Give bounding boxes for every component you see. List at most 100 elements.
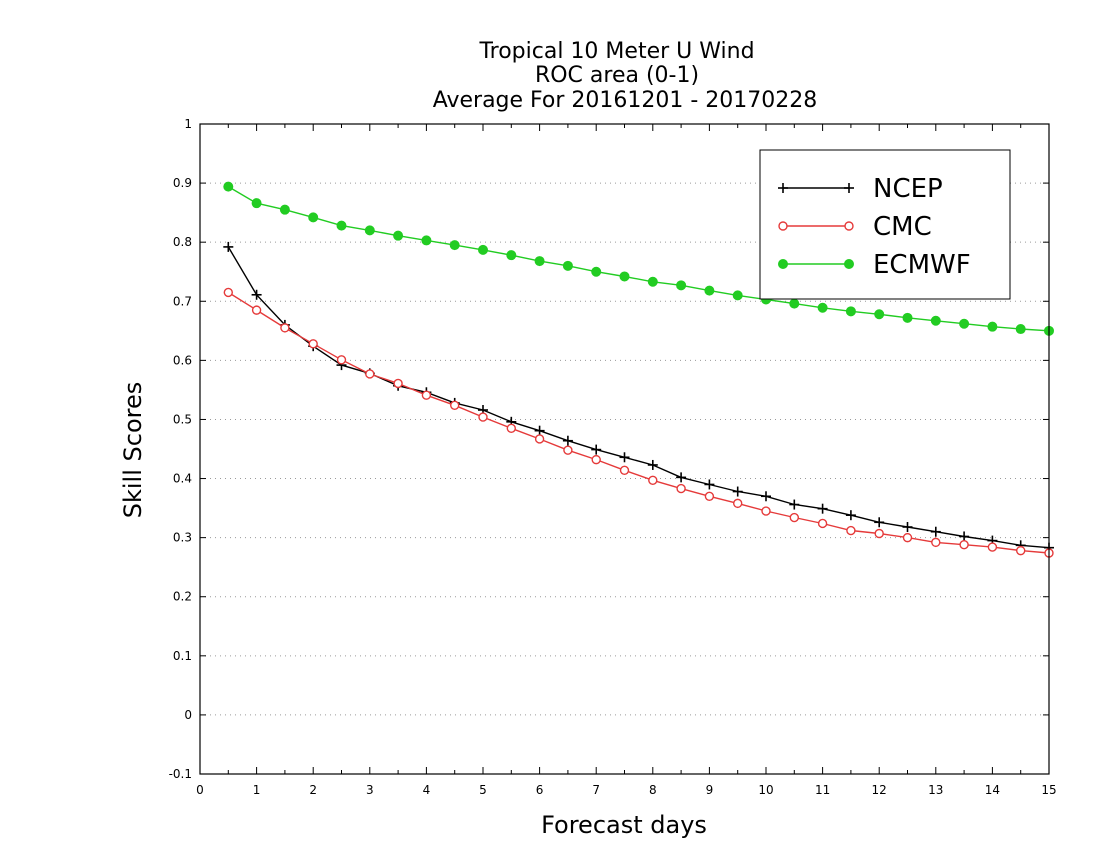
data-point-ncep xyxy=(223,241,234,252)
y-tick-label: -0.1 xyxy=(169,767,192,781)
data-point-ncep xyxy=(902,522,913,532)
axes: -0.100.10.20.30.40.50.60.70.80.910 1 2 3 4 5 6… xyxy=(169,117,1057,797)
data-point-ncep xyxy=(704,479,715,490)
data-point-cmc xyxy=(563,445,573,455)
data-point-cmc xyxy=(676,483,686,494)
data-point-ecmwf xyxy=(845,306,856,317)
data-point-ncep xyxy=(874,517,885,528)
data-point-ecmwf xyxy=(987,321,998,332)
data-point-ncep xyxy=(591,444,602,455)
data-point-ncep xyxy=(817,503,828,514)
legend-label-cmc: CMC xyxy=(873,212,932,242)
data-point-ncep xyxy=(789,499,800,510)
y-tick-label: 0.3 xyxy=(173,531,192,545)
data-point-ecmwf xyxy=(279,204,290,215)
data-point-ecmwf xyxy=(478,244,488,255)
y-tick-label: 0 xyxy=(184,708,192,722)
data-point-ecmwf xyxy=(251,198,262,209)
y-tick-label: 1 xyxy=(184,117,192,131)
data-point-cmc xyxy=(534,434,545,444)
data-point-ecmwf xyxy=(817,302,828,313)
data-point-ecmwf xyxy=(591,266,602,277)
legend-marker-ecmwf xyxy=(778,259,788,269)
data-point-ncep xyxy=(845,510,856,521)
data-point-ecmwf xyxy=(902,312,913,323)
data-point-ncep xyxy=(534,425,545,436)
data-point-cmc xyxy=(733,498,743,509)
data-point-cmc xyxy=(874,528,884,539)
data-point-cmc xyxy=(959,540,969,550)
data-point-cmc xyxy=(817,518,828,529)
x-tick-label: 15 xyxy=(1041,783,1056,797)
data-point-cmc xyxy=(648,475,658,486)
data-point-ecmwf xyxy=(789,298,800,309)
legend-marker-ncep xyxy=(844,183,854,193)
x-axis-label: Forecast days xyxy=(541,811,707,839)
data-point-ecmwf xyxy=(534,256,545,267)
x-tick-label: 9 xyxy=(706,783,714,797)
y-tick-label: 0.7 xyxy=(173,294,192,308)
data-point-ncep xyxy=(761,491,771,502)
data-point-cmc xyxy=(987,542,998,552)
chart-title-line-3: Average For 20161201 - 20170228 xyxy=(433,88,818,113)
x-tick-label: 3 xyxy=(366,783,374,797)
data-point-cmc xyxy=(308,339,318,349)
x-tick-label: 1 xyxy=(253,783,261,797)
legend-box xyxy=(759,149,1011,300)
x-tick-label: 10 xyxy=(758,783,773,797)
data-point-ncep xyxy=(732,486,743,497)
data-point-cmc xyxy=(789,512,799,523)
legend-marker-cmc xyxy=(778,221,788,231)
data-point-cmc xyxy=(506,423,516,434)
data-point-ecmwf xyxy=(704,285,715,296)
y-tick-label: 0.6 xyxy=(173,353,192,367)
data-point-ncep xyxy=(619,452,630,463)
y-tick-label: 0.1 xyxy=(173,649,192,663)
data-point-ecmwf xyxy=(619,271,630,282)
data-point-ecmwf xyxy=(874,309,885,320)
chart-title-line-1: Tropical 10 Meter U Wind xyxy=(478,39,754,64)
data-point-cmc xyxy=(931,537,941,548)
legend-label-ncep: NCEP xyxy=(873,174,943,204)
data-point-cmc xyxy=(421,390,432,400)
data-point-ncep xyxy=(930,526,941,537)
x-tick-label: 5 xyxy=(479,783,487,797)
x-tick-label: 7 xyxy=(592,783,600,797)
data-point-cmc xyxy=(450,400,460,410)
y-tick-label: 0.2 xyxy=(173,590,192,604)
x-tick-label: 13 xyxy=(928,783,943,797)
series-group xyxy=(223,181,1054,558)
legend-items: NCEP CMC ECMWF xyxy=(778,174,971,280)
data-point-ecmwf xyxy=(930,315,941,326)
data-point-cmc xyxy=(365,369,375,379)
legend-marker-ecmwf xyxy=(844,259,854,269)
data-point-cmc xyxy=(336,355,347,365)
x-tick-label: 11 xyxy=(815,783,830,797)
x-tick-label: 4 xyxy=(423,783,431,797)
chart-title-line-2: ROC area (0-1) xyxy=(535,63,699,88)
data-point-ecmwf xyxy=(959,318,970,329)
y-tick-label: 0.4 xyxy=(173,472,192,486)
data-point-ecmwf xyxy=(676,280,687,291)
data-point-cmc xyxy=(223,287,234,298)
series-line-cmc xyxy=(227,291,1050,554)
y-tick-label: 0.9 xyxy=(173,176,192,190)
legend-marker-cmc xyxy=(844,221,854,231)
legend-label-ecmwf: ECMWF xyxy=(873,250,971,280)
x-tick-label: 2 xyxy=(309,783,317,797)
y-axis-label: Skill Scores xyxy=(119,382,147,519)
data-point-ecmwf xyxy=(336,220,347,231)
data-point-ncep xyxy=(251,289,262,300)
data-point-ecmwf xyxy=(308,212,319,223)
x-tick-label: 12 xyxy=(872,783,887,797)
x-tick-label: 0 xyxy=(196,783,204,797)
data-point-ncep xyxy=(562,435,573,446)
data-point-cmc xyxy=(761,506,771,516)
legend-marker-ncep xyxy=(778,183,788,193)
data-point-cmc xyxy=(704,491,715,501)
data-point-ecmwf xyxy=(562,260,573,271)
data-point-ncep xyxy=(647,459,658,470)
data-point-cmc xyxy=(902,532,913,543)
data-point-cmc xyxy=(846,525,856,536)
